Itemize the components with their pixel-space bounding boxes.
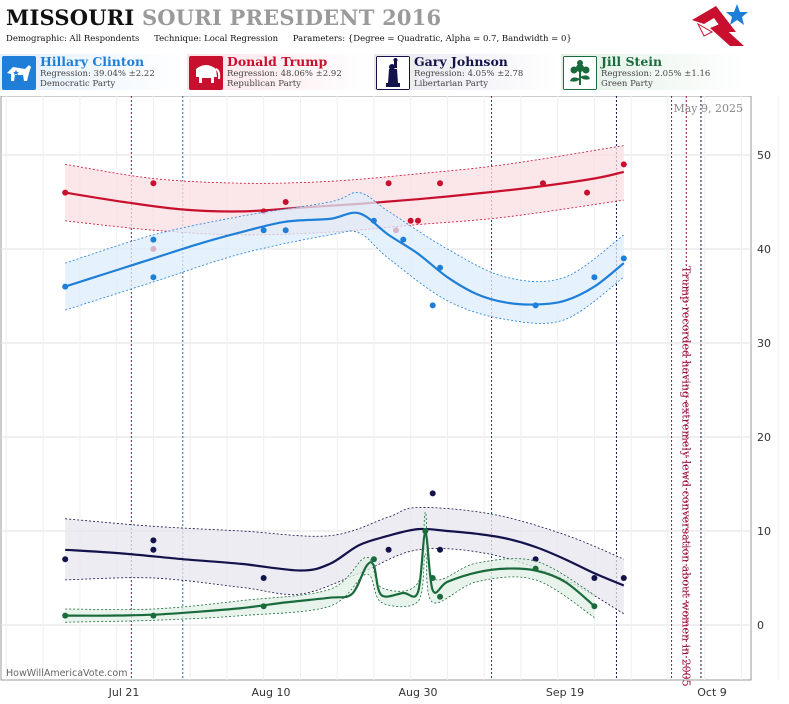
candidate-regression: Regression: 48.06% ±2.92 (227, 69, 342, 79)
clinton-confidence-band (65, 192, 624, 324)
y-tick-label: 0 (757, 619, 764, 632)
clinton-poll-point (150, 274, 157, 281)
stein-poll-point (370, 556, 377, 563)
candidate-name: Hillary Clinton (40, 54, 145, 69)
stein-lower-bound (65, 553, 595, 623)
stein-poll-point (429, 575, 436, 581)
johnson-poll-point (260, 575, 267, 581)
page-title: MISSOURI SOURI PRESIDENT 2016 (6, 5, 441, 30)
stein-poll-point (62, 612, 69, 619)
trump-poll-point (539, 180, 546, 187)
demographic-label: Demographic: All Respondents (6, 34, 140, 44)
poll-chart: 0 10 20 30 40 50 Jul 21 Aug 10 Aug 30 Sep 19 Oct 9… (0, 96, 779, 699)
trump-poll-point (415, 217, 421, 224)
trump-poll-point (437, 180, 444, 187)
stein-poll-point (591, 603, 598, 610)
stein-trend-line (65, 531, 596, 617)
y-tick-label: 30 (757, 337, 771, 350)
trump-poll-point (407, 217, 414, 224)
flower-icon (563, 56, 597, 90)
liberty-statue-icon (376, 56, 410, 90)
clinton-lower-bound (65, 230, 625, 324)
trump-poll-point (385, 180, 392, 187)
johnson-poll-point (591, 575, 598, 581)
stein-confidence-band (65, 512, 595, 623)
candidate-party: Green Party (601, 79, 653, 89)
x-tick-label: Oct 9 (697, 686, 727, 699)
clinton-poll-point (591, 274, 598, 281)
stein-poll-point (150, 612, 157, 619)
clinton-trend-line (64, 211, 625, 306)
star-logo-icon (692, 4, 748, 46)
date-stamp: May 9, 2025 (673, 102, 743, 115)
candidate-party: Democratic Party (40, 79, 116, 89)
clinton-poll-point (62, 283, 69, 290)
title-sub: SOURI PRESIDENT 2016 (141, 5, 442, 30)
johnson-poll-point (437, 546, 444, 553)
clinton-poll-point (370, 217, 377, 224)
candidate-legend: Hillary Clinton Regression: 39.04% ±2.22… (0, 54, 789, 92)
johnson-poll-point (150, 537, 157, 544)
trump-upper-bound (65, 145, 624, 184)
clinton-poll-point (532, 302, 539, 309)
trump-poll-point (150, 180, 157, 187)
trump-poll-point (62, 189, 69, 196)
site-credit: HowWillAmericaVote.com (6, 668, 128, 679)
trump-poll-point (282, 199, 289, 205)
johnson-poll-point (429, 490, 436, 497)
johnson-poll-point (62, 556, 69, 563)
trump-poll-point (584, 189, 591, 196)
parameters-line: Demographic: All Respondents Technique: … (6, 34, 584, 44)
candidate-trump[interactable]: Donald Trump Regression: 48.06% ±2.92 Re… (187, 54, 373, 90)
clinton-poll-point (400, 236, 407, 243)
stein-poll-point (422, 528, 429, 534)
clinton-upper-bound (65, 191, 625, 283)
johnson-poll-point (385, 546, 392, 553)
stein-poll-point (260, 603, 267, 610)
candidate-name: Donald Trump (227, 54, 328, 69)
trump-confidence-band (65, 145, 624, 235)
johnson-poll-point (532, 556, 539, 563)
candidate-clinton[interactable]: Hillary Clinton Regression: 39.04% ±2.22… (0, 54, 186, 90)
x-tick-label: Jul 21 (108, 686, 140, 699)
candidate-regression: Regression: 39.04% ±2.22 (40, 69, 155, 79)
stein-poll-point (437, 593, 444, 600)
x-tick-label: Sep 19 (546, 686, 584, 699)
x-tick-label: Aug 30 (399, 686, 438, 699)
candidate-regression: Regression: 4.05% ±2.78 (414, 69, 524, 79)
stein-upper-bound (65, 511, 595, 611)
y-tick-label: 10 (757, 525, 771, 538)
header: MISSOURI SOURI PRESIDENT 2016 Demographi… (0, 0, 789, 50)
y-tick-label: 40 (757, 243, 771, 256)
event-annotation: Trump recorded having extremely lewd con… (680, 266, 693, 687)
y-tick-label: 50 (757, 149, 771, 162)
donkey-icon (2, 56, 36, 90)
candidate-party: Republican Party (227, 79, 301, 89)
candidate-johnson[interactable]: Gary Johnson Regression: 4.05% ±2.78 Lib… (374, 54, 560, 90)
clinton-poll-point (429, 302, 436, 309)
candidate-stein[interactable]: Jill Stein Regression: 2.05% ±1.16 Green… (561, 54, 747, 90)
x-tick-label: Aug 10 (252, 686, 291, 699)
candidate-regression: Regression: 2.05% ±1.16 (601, 69, 711, 79)
technique-label: Technique: Local Regression (154, 34, 279, 44)
clinton-poll-point (150, 236, 157, 243)
y-tick-label: 20 (757, 431, 771, 444)
clinton-poll-point (437, 264, 444, 271)
candidate-party: Libertarian Party (414, 79, 489, 89)
parameters-label: Parameters: {Degree = Quadratic, Alpha =… (292, 34, 572, 44)
clinton-poll-point (260, 227, 267, 234)
stein-poll-point (532, 565, 539, 572)
johnson-poll-point (620, 575, 627, 581)
candidate-name: Jill Stein (601, 54, 663, 69)
johnson-trend-line (65, 527, 625, 587)
title-main: MISSOURI (6, 5, 135, 30)
clinton-poll-point (282, 227, 289, 234)
clinton-poll-point (620, 255, 627, 262)
elephant-icon (189, 56, 223, 90)
johnson-poll-point (150, 546, 157, 553)
trump-poll-point (620, 161, 627, 168)
johnson-upper-bound (65, 507, 624, 560)
candidate-name: Gary Johnson (414, 54, 508, 69)
